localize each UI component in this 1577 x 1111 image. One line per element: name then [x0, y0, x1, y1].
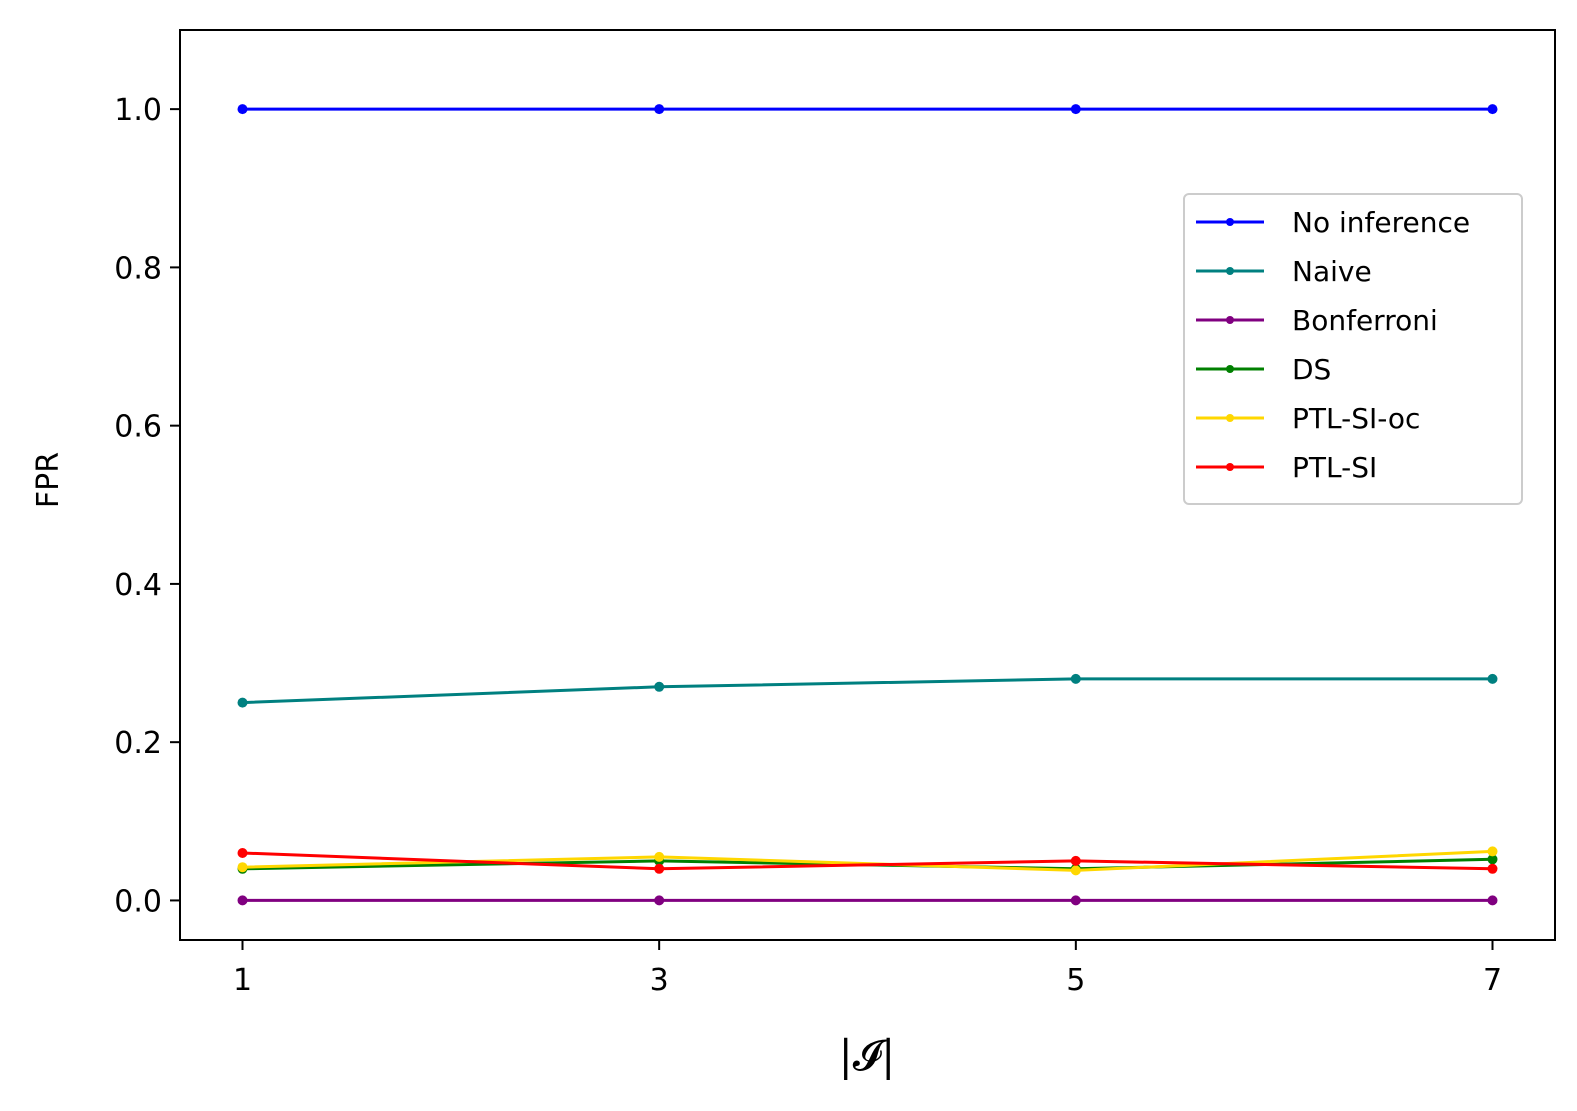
series-point-2-3 [1487, 895, 1498, 906]
series-point-5-1 [654, 863, 665, 874]
legend-marker-3 [1226, 365, 1234, 373]
x-tick-label: 5 [1066, 963, 1085, 998]
series-point-0-2 [1070, 104, 1081, 115]
x-tick-label: 3 [650, 963, 669, 998]
plot-frame [179, 29, 1556, 941]
legend-label-1: Naive [1292, 255, 1372, 288]
series-point-1-2 [1070, 673, 1081, 684]
y-tick-label: 1.0 [114, 93, 162, 128]
series-point-4-3 [1487, 846, 1498, 857]
y-axis-label: FPR [31, 452, 66, 508]
legend-marker-5 [1226, 463, 1234, 471]
series-point-0-1 [654, 104, 665, 115]
series-point-5-3 [1487, 863, 1498, 874]
legend-marker-2 [1226, 316, 1234, 324]
series-point-2-1 [654, 895, 665, 906]
legend-label-2: Bonferroni [1292, 304, 1438, 337]
series-point-2-0 [237, 895, 248, 906]
legend-marker-4 [1226, 414, 1234, 422]
legend: No inference Naive Bonferroni DS PTL-SI-oc PT… [1183, 193, 1523, 505]
legend-marker-1 [1226, 267, 1234, 275]
legend-label-0: No inference [1292, 206, 1470, 239]
legend-label-3: DS [1292, 353, 1331, 386]
legend-box [1183, 193, 1523, 505]
series-layer [237, 104, 1498, 906]
y-tick-label: 0.0 [114, 884, 162, 919]
series-point-1-1 [654, 681, 665, 692]
series-point-2-2 [1070, 895, 1081, 906]
y-tick-label: 0.2 [114, 726, 162, 761]
series-point-4-1 [654, 851, 665, 862]
x-tick-label: 1 [233, 963, 252, 998]
legend-label-4: PTL-SI-oc [1292, 402, 1420, 435]
ticks-layer: 1 3 5 7 0.0 0.2 0.4 0.6 0.8 1.0 [114, 93, 1502, 998]
series-point-5-0 [237, 848, 248, 858]
x-axis-label: |𝓘| [839, 1031, 896, 1080]
legend-label-5: PTL-SI [1292, 451, 1377, 484]
y-tick-label: 0.8 [114, 251, 162, 286]
series-point-1-0 [237, 697, 248, 708]
series-point-0-0 [237, 104, 248, 115]
series-point-0-3 [1487, 104, 1498, 115]
series-point-5-2 [1070, 855, 1081, 866]
y-tick-label: 0.4 [114, 568, 162, 603]
series-point-4-2 [1070, 865, 1081, 876]
series-line-5 [242, 851, 1493, 871]
series-point-1-3 [1487, 673, 1498, 684]
series-point-3-3 [1487, 854, 1498, 865]
y-tick-label: 0.6 [114, 410, 162, 445]
legend-marker-0 [1226, 218, 1234, 226]
series-line-1 [242, 677, 1493, 705]
series-point-4-0 [237, 862, 248, 873]
x-tick-label: 7 [1483, 963, 1502, 998]
